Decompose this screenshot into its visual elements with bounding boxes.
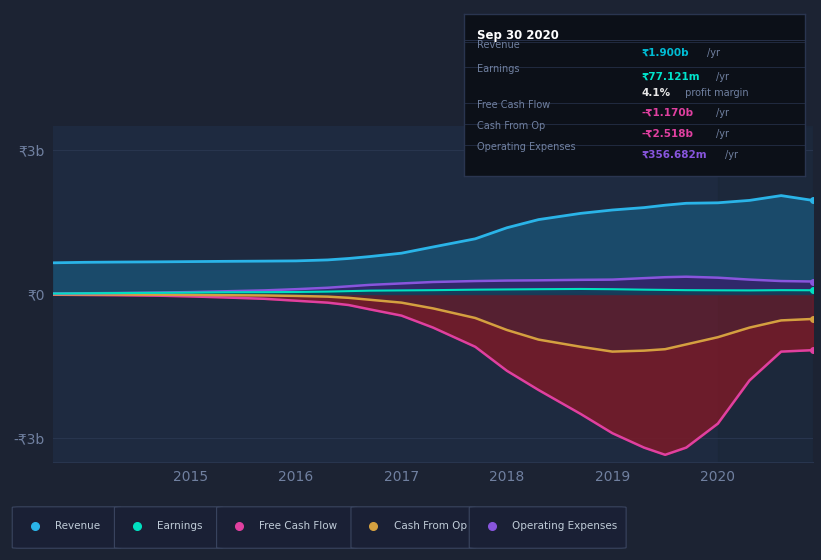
Text: /yr: /yr (716, 108, 729, 118)
Text: Earnings: Earnings (157, 521, 203, 531)
FancyBboxPatch shape (470, 507, 626, 548)
Bar (718, 126, 813, 462)
Text: /yr: /yr (716, 129, 729, 139)
Text: -₹2.518b: -₹2.518b (641, 129, 693, 139)
Text: 4.1%: 4.1% (641, 87, 670, 97)
FancyBboxPatch shape (12, 507, 121, 548)
Text: ₹356.682m: ₹356.682m (641, 150, 707, 160)
Text: -₹1.170b: -₹1.170b (641, 108, 693, 118)
Text: Sep 30 2020: Sep 30 2020 (478, 29, 559, 41)
Text: profit margin: profit margin (682, 87, 749, 97)
Text: Free Cash Flow: Free Cash Flow (478, 100, 551, 110)
FancyBboxPatch shape (114, 507, 223, 548)
Text: ₹77.121m: ₹77.121m (641, 72, 699, 82)
FancyBboxPatch shape (351, 507, 475, 548)
FancyBboxPatch shape (217, 507, 357, 548)
Text: Earnings: Earnings (478, 64, 520, 74)
Text: /yr: /yr (708, 48, 721, 58)
Text: /yr: /yr (724, 150, 737, 160)
Text: Operating Expenses: Operating Expenses (511, 521, 617, 531)
Text: ₹1.900b: ₹1.900b (641, 48, 689, 58)
Text: Cash From Op: Cash From Op (478, 121, 546, 131)
Text: /yr: /yr (716, 72, 729, 82)
Text: Revenue: Revenue (478, 40, 521, 50)
Text: Revenue: Revenue (55, 521, 100, 531)
Text: Operating Expenses: Operating Expenses (478, 142, 576, 152)
Text: Cash From Op: Cash From Op (393, 521, 466, 531)
Text: Free Cash Flow: Free Cash Flow (259, 521, 337, 531)
